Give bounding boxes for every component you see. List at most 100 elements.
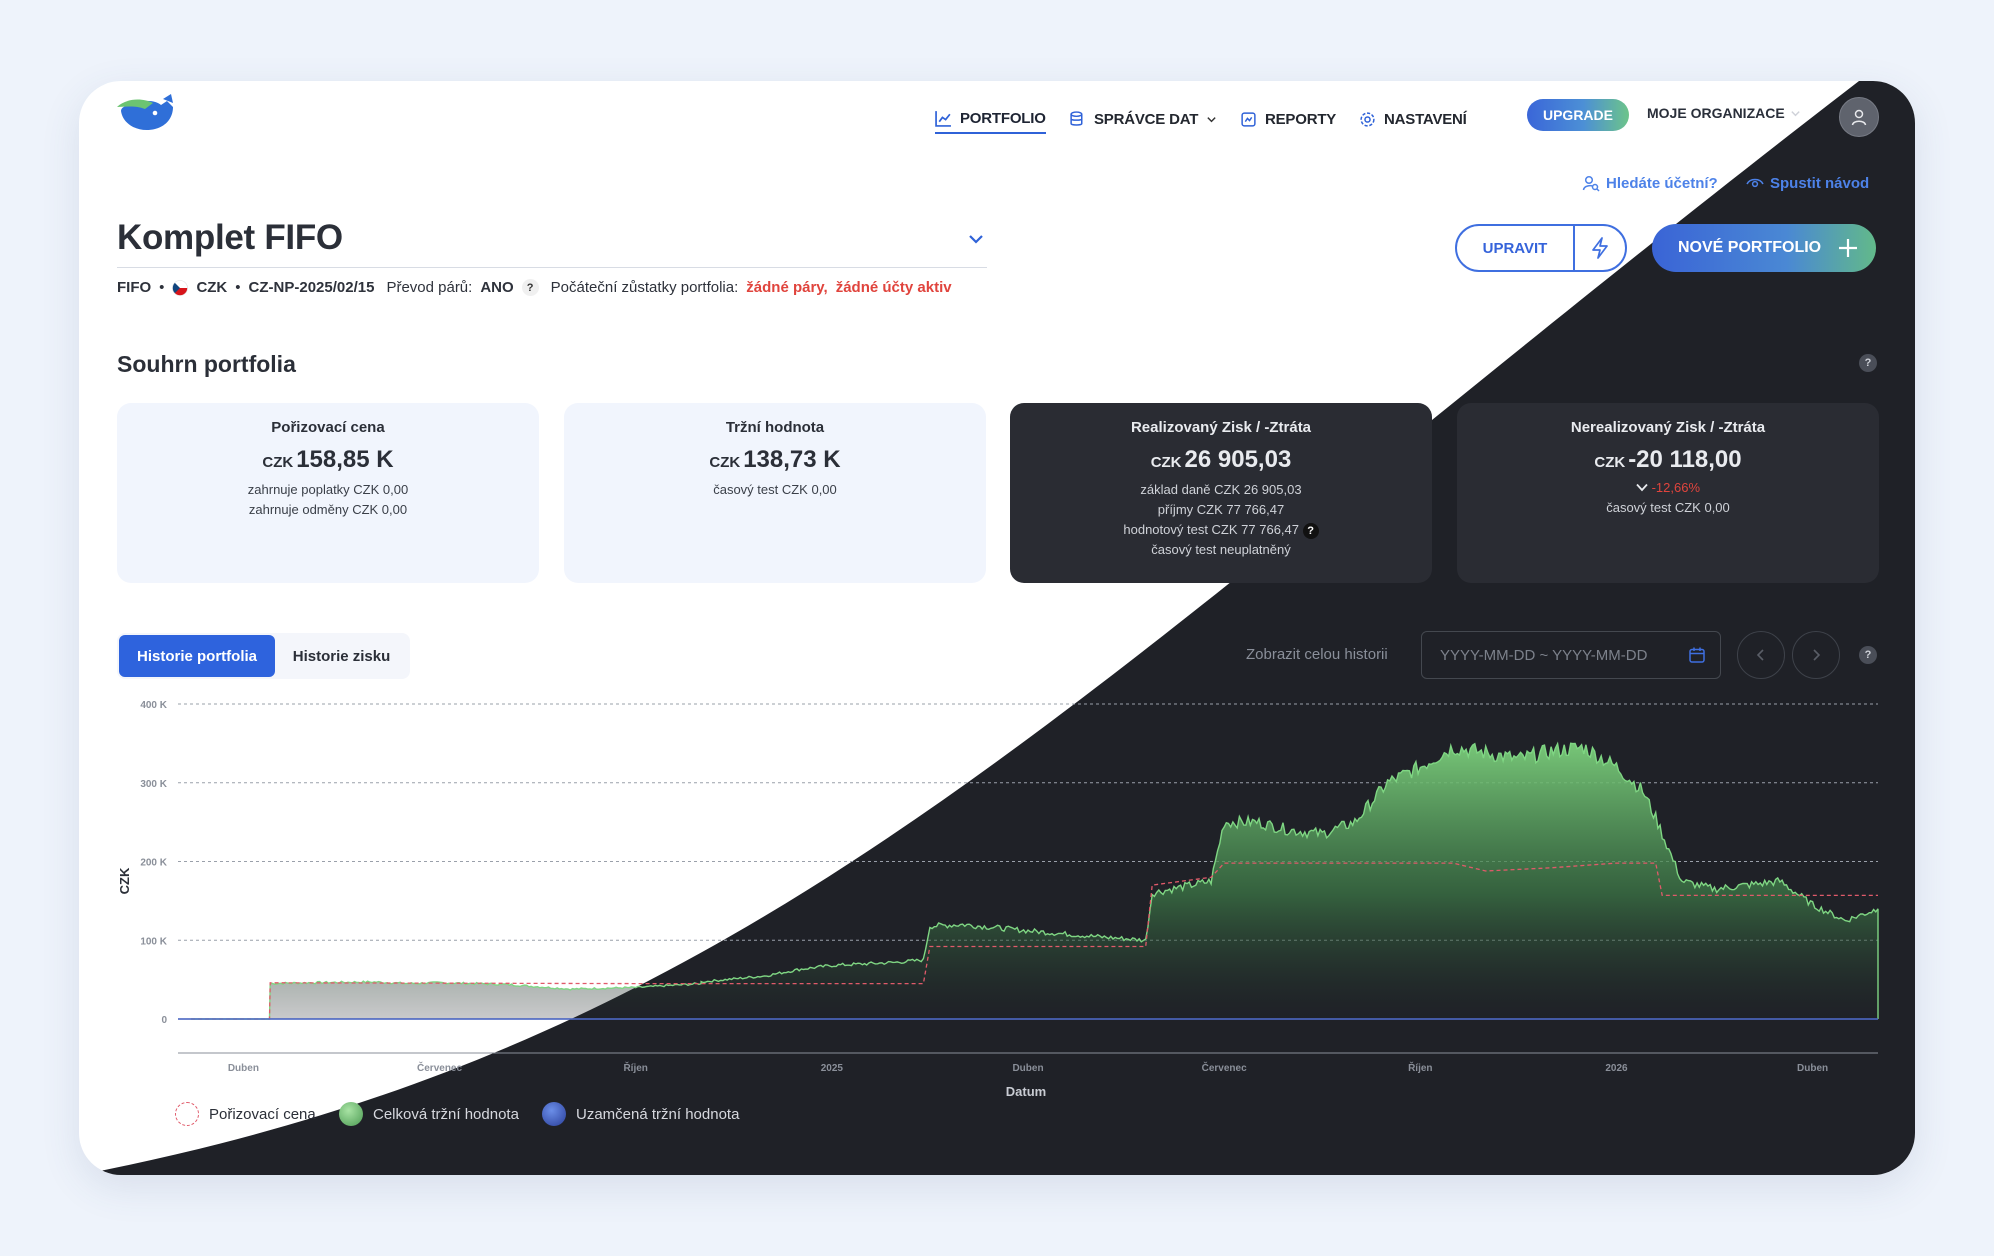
card-title: Realizovaný Zisk / -Ztráta — [1130, 419, 1312, 436]
x-tick-label: Duben — [1797, 1063, 1828, 1074]
x-tick-label: Říjen — [1408, 1061, 1432, 1074]
summary-title: Souhrn portfolia — [117, 351, 296, 377]
nav-settings-label: NASTAVENÍ — [1384, 110, 1467, 128]
portfolio-history-chart: 0 100 K 200 K 300 K 400 K CZK Duben Červenec Říj… — [117, 700, 1879, 1099]
x-tick-label: 2026 — [1605, 1063, 1628, 1074]
pair-transfer-label: Převod párů: — [386, 279, 473, 296]
y-tick-label: 400 K — [140, 700, 167, 711]
chevron-down-icon — [1791, 110, 1800, 116]
card-line: časový test CZK 0,00 — [1606, 500, 1730, 515]
app-window: 0 100 K 200 K 300 K 400 K CZK Duben Červenec Říj… — [79, 81, 1915, 1175]
calendar-icon — [1689, 647, 1705, 663]
card-amount: -20 118,00 — [1628, 446, 1742, 473]
card-currency: CZK — [262, 454, 294, 471]
organization-menu[interactable]: MOJE ORGANIZACE — [1647, 105, 1801, 121]
card-line: zahrnuje odměny CZK 0,00 — [248, 502, 408, 517]
nav-portfolio[interactable]: PORTFOLIO — [935, 104, 1046, 134]
cost-basis-line — [191, 862, 1878, 1020]
user-avatar[interactable] — [1839, 97, 1879, 137]
card-amount: 158,85 K — [296, 446, 394, 473]
next-period-button[interactable] — [1792, 631, 1840, 679]
legend-swatch-locked — [542, 1102, 566, 1126]
chevron-down-icon — [1207, 116, 1216, 122]
pair-transfer-help-icon[interactable]: ? — [521, 279, 539, 296]
gear-icon — [1360, 111, 1375, 127]
card-value: CZK 26 905,03 — [1010, 446, 1432, 474]
previous-period-button[interactable] — [1737, 631, 1785, 679]
card-value: CZK 158,85 K — [117, 446, 539, 474]
card-amount: 26 905,03 — [1184, 446, 1292, 473]
show-full-history-link[interactable]: Zobrazit celou historii — [1246, 646, 1388, 663]
start-tutorial-link[interactable]: Spustit návod — [1746, 174, 1869, 192]
nav-settings[interactable]: NASTAVENÍ — [1359, 104, 1467, 134]
card-cost-basis: Pořizovací cena CZK 158,85 K zahrnuje pop… — [117, 403, 539, 583]
card-title: Tržní hodnota — [725, 419, 825, 436]
database-icon — [1070, 110, 1083, 126]
history-tabs: Historie portfolia Historie zisku — [117, 633, 410, 679]
initial-balances-label: Počáteční zůstatky portfolia: — [550, 279, 739, 296]
card-realized-pl: Realizovaný Zisk / -Ztráta CZK 26 905,03 … — [1010, 403, 1432, 583]
start-tutorial-label: Spustit návod — [1770, 174, 1870, 192]
meta-separator: • — [159, 279, 165, 296]
chevron-left-icon — [1756, 649, 1764, 661]
legend-market-value[interactable]: Celková tržní hodnota — [339, 1102, 519, 1126]
x-tick-label: Červenec — [1202, 1061, 1247, 1074]
nav-data-manager[interactable]: SPRÁVCE DAT — [1069, 104, 1217, 134]
card-title: Pořizovací cena — [271, 419, 385, 436]
no-pairs-link[interactable]: žádné páry, — [746, 279, 828, 296]
summary-help-icon[interactable]: ? — [1859, 354, 1877, 372]
market-value-area — [191, 743, 1879, 1019]
accountant-search-icon — [1582, 175, 1600, 192]
edit-button-separator — [1573, 226, 1575, 270]
chart-line-icon — [935, 110, 951, 127]
card-value: CZK -20 118,00 — [1457, 446, 1879, 474]
user-icon — [1851, 109, 1867, 126]
pair-transfer-value: ANO — [480, 279, 514, 296]
nav-reports[interactable]: REPORTY — [1240, 104, 1336, 134]
card-line: příjmy CZK 77 766,47 — [1157, 502, 1285, 517]
portfolio-title: Komplet FIFO — [117, 218, 343, 257]
y-axis-label: CZK — [117, 867, 132, 894]
legend-cost-basis[interactable]: Pořizovací cena — [175, 1102, 316, 1126]
legend-swatch-cost — [175, 1102, 199, 1126]
y-tick-label: 100 K — [140, 936, 167, 947]
edit-button[interactable]: UPRAVIT — [1482, 239, 1548, 257]
find-accountant-link[interactable]: Hledáte účetní? — [1582, 174, 1718, 192]
tab-profit-history[interactable]: Historie zisku — [292, 647, 391, 665]
value-test-help-icon[interactable]: ? — [1302, 523, 1319, 539]
x-axis-label: Datum — [1006, 1084, 1046, 1099]
y-tick-label: 0 — [161, 1015, 167, 1026]
tab-portfolio-history[interactable]: Historie portfolia — [119, 635, 275, 677]
edit-button-group: UPRAVIT — [1455, 224, 1627, 272]
find-accountant-label: Hledáte účetní? — [1606, 174, 1718, 192]
portfolio-select-chevron-icon[interactable] — [967, 230, 985, 248]
legend-locked-value[interactable]: Uzamčená tržní hodnota — [542, 1102, 739, 1126]
new-portfolio-button[interactable]: NOVÉ PORTFOLIO — [1652, 224, 1876, 272]
eye-icon — [1746, 178, 1764, 188]
plus-icon — [1839, 239, 1857, 257]
y-tick-label: 200 K — [140, 858, 167, 869]
card-line: hodnotový test CZK 77 766,47 — [1123, 522, 1299, 537]
quick-action-button[interactable] — [1575, 237, 1625, 259]
card-line: časový test neuplatněný — [1151, 542, 1291, 557]
date-range-input[interactable]: YYYY-MM-DD ~ YYYY-MM-DD — [1421, 631, 1721, 679]
history-help-icon[interactable]: ? — [1859, 646, 1877, 664]
y-tick-label: 300 K — [140, 779, 167, 790]
card-currency: CZK — [1150, 454, 1182, 471]
card-line: základ daně CZK 26 905,03 — [1140, 482, 1302, 497]
report-icon — [1241, 111, 1256, 127]
card-currency: CZK — [1594, 454, 1626, 471]
no-accounts-link[interactable]: žádné účty aktiv — [835, 279, 952, 296]
title-divider — [117, 267, 987, 268]
meta-separator: • — [235, 279, 241, 296]
upgrade-button[interactable]: UPGRADE — [1527, 99, 1629, 131]
x-tick-label: Říjen — [623, 1061, 647, 1074]
legend-label: Celková tržní hodnota — [373, 1105, 519, 1123]
nav-reports-label: REPORTY — [1265, 110, 1337, 128]
card-line: časový test CZK 0,00 — [713, 482, 837, 497]
legend-label: Uzamčená tržní hodnota — [576, 1105, 740, 1123]
date-range-placeholder: YYYY-MM-DD ~ YYYY-MM-DD — [1440, 646, 1648, 664]
chevron-down-icon — [1636, 483, 1648, 492]
card-unrealized-pl: Nerealizovaný Zisk / -Ztráta CZK -20 118,… — [1457, 403, 1879, 583]
x-tick-label: 2025 — [821, 1063, 844, 1074]
